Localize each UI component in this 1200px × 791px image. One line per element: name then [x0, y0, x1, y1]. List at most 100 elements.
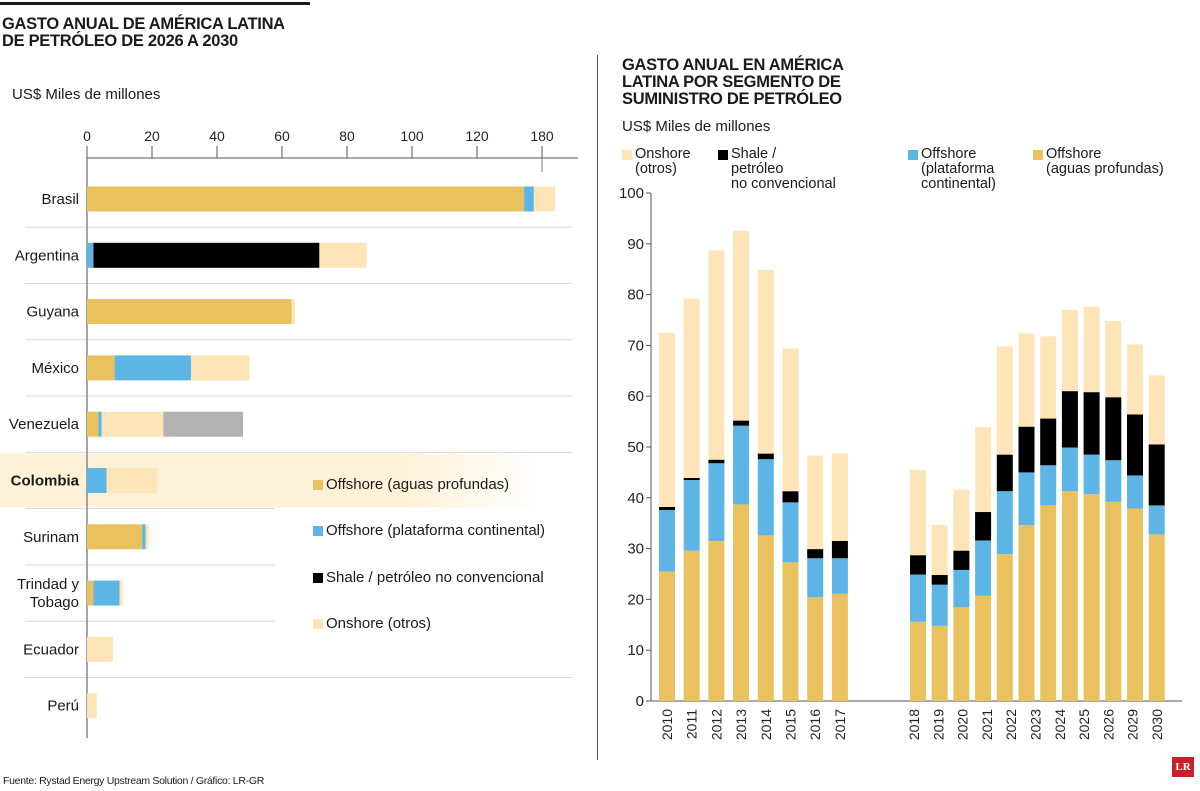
bar-segment — [1083, 392, 1100, 455]
x-tick-label: 0 — [83, 128, 91, 144]
bar-segment — [683, 480, 700, 551]
bar-segment — [931, 625, 948, 701]
bar-segment — [910, 555, 926, 575]
bar-segment — [87, 636, 113, 662]
x-tick-label: 2030 — [1149, 709, 1165, 740]
bar-segment — [319, 242, 367, 268]
right-legend-onshore: Onshore (otros) — [622, 147, 691, 177]
bar-segment — [831, 453, 848, 541]
bar-segment — [708, 250, 725, 460]
bar-segment — [1061, 391, 1078, 448]
left-bar-chart: 0 20 40 60 80 100 120 180 Brasil Argentina Guyana M… — [0, 128, 578, 738]
bar-segment — [782, 562, 799, 701]
bar-segment — [708, 463, 725, 541]
bar-segment — [910, 574, 926, 622]
title-line: DE PETRÓLEO DE 2026 A 2030 — [2, 32, 238, 50]
bar-segment — [93, 242, 320, 268]
bar-segment — [996, 554, 1013, 701]
top-rule — [0, 2, 310, 5]
y-tick-label: 100 — [619, 185, 644, 202]
legend-text: Shale / — [731, 146, 777, 162]
bar-segment — [163, 411, 243, 437]
bar-segment — [996, 491, 1013, 555]
x-tick-label: 2013 — [733, 709, 749, 740]
category-label: Colombia — [11, 473, 80, 490]
bar-segment — [782, 348, 799, 492]
bar-segment — [1083, 454, 1100, 495]
left-legend-onshore: Onshore (otros) — [313, 616, 431, 631]
bar-segment — [1061, 447, 1078, 492]
bar-segment — [1040, 465, 1057, 506]
bar-segment — [975, 595, 992, 701]
legend-swatch — [313, 526, 323, 536]
x-tick-label: 2018 — [906, 709, 922, 740]
y-tick-label: 80 — [627, 287, 644, 304]
bar-segment — [757, 459, 774, 536]
category-label: Trindad y — [17, 576, 79, 593]
legend-swatch — [313, 573, 323, 583]
bar-segment — [1127, 475, 1143, 509]
left-unit-label: US$ Miles de millones — [12, 86, 161, 103]
x-tick-label: 2025 — [1076, 709, 1092, 740]
right-legend-offshore-deep: Offshore (aguas profundas) — [1033, 147, 1164, 177]
bar-segment — [659, 509, 675, 572]
bar-segment — [524, 186, 534, 212]
bar-segment — [1018, 525, 1035, 701]
bar-segment — [1018, 472, 1035, 526]
legend-text: (plataforma — [921, 161, 995, 177]
bar-segment — [87, 468, 107, 493]
x-tick-label: 2029 — [1125, 709, 1141, 740]
legend-swatch — [622, 150, 632, 160]
bar-segment — [98, 411, 102, 437]
x-tick-label: 40 — [209, 128, 225, 144]
y-tick-label: 20 — [627, 591, 644, 608]
bar-segment — [119, 580, 123, 606]
bar-segment — [106, 468, 157, 493]
lr-logo: LR — [1172, 757, 1194, 777]
legend-text: (aguas profundas) — [1046, 161, 1164, 177]
source-note: Fuente: Rystad Energy Upstream Solution … — [3, 775, 264, 787]
bar-segment — [996, 346, 1013, 455]
category-label: Venezuela — [9, 416, 80, 433]
x-tick-label: 2019 — [930, 709, 946, 740]
legend-text: Onshore — [635, 146, 691, 162]
bar-segment — [87, 524, 143, 550]
bar-segment — [87, 242, 94, 268]
bar-segment — [191, 355, 250, 381]
x-tick-label: 180 — [530, 128, 554, 144]
bar-segment — [87, 299, 292, 325]
category-label: Brasil — [41, 191, 79, 208]
bar-segment — [708, 540, 725, 701]
x-tick-label: 2016 — [807, 709, 823, 740]
bar-segment — [831, 593, 848, 701]
bar-segment — [87, 355, 115, 381]
divider — [597, 55, 598, 760]
bar-segment — [733, 420, 750, 426]
bar-segment — [659, 571, 675, 701]
category-label: Surinam — [23, 529, 79, 546]
legend-swatch — [908, 150, 918, 160]
bar-segment — [1061, 309, 1078, 392]
bar-segment — [1148, 444, 1165, 506]
bar-segment — [807, 558, 824, 598]
x-tick-label: 2022 — [1003, 709, 1019, 740]
x-tick-label: 60 — [274, 128, 290, 144]
bar-segment — [757, 535, 774, 701]
x-tick-label: 100 — [400, 128, 424, 144]
bar-segment — [931, 575, 948, 585]
bar-segment — [757, 269, 774, 454]
title-line: SUMINISTRO DE PETRÓLEO — [622, 90, 842, 108]
bar-segment — [87, 580, 94, 606]
bar-segment — [910, 469, 926, 556]
bar-segment — [533, 186, 555, 212]
bar-segment — [87, 693, 97, 719]
bar-segment — [782, 491, 799, 503]
bar-segment — [1083, 306, 1100, 393]
x-tick-label: 80 — [339, 128, 355, 144]
x-tick-label: 2026 — [1100, 709, 1116, 740]
right-legend-shale: Shale / petróleo no convencional — [718, 147, 836, 192]
right-legend-offshore-shelf: Offshore (plataforma continental) — [908, 147, 996, 192]
category-label: Guyana — [26, 304, 79, 321]
category-label: Tobago — [30, 594, 79, 611]
y-tick-label: 60 — [627, 388, 644, 405]
